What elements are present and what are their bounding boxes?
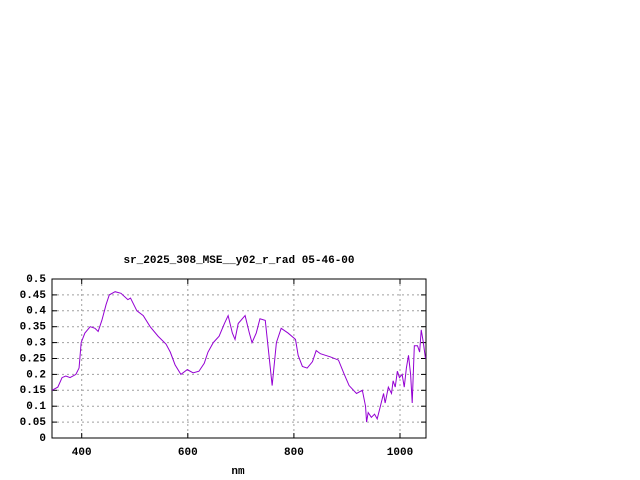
y-tick-label: 0.15 [20,385,47,397]
y-tick-label: 0.05 [20,417,47,429]
y-tick-label: 0.45 [20,290,47,302]
y-tick-label: 0.3 [26,338,46,350]
y-tick-label: 0.4 [26,306,46,318]
x-tick-label: 800 [284,447,304,459]
y-tick-label: 0.1 [26,401,46,413]
y-tick-label: 0.25 [20,353,47,365]
plot-frame [51,278,427,439]
x-tick-label: 1000 [387,447,413,459]
data-line [51,291,426,423]
y-tick-label: 0 [39,433,46,445]
x-tick-label: 400 [72,447,92,459]
y-tick-label: 0.35 [20,322,47,334]
y-tick-label: 0.2 [26,369,46,381]
y-tick-label: 0.5 [26,274,46,286]
chart-title: sr_2025_308_MSE__y02_r_rad 05-46-00 [123,255,354,267]
x-axis-label: nm [231,466,245,478]
x-tick-label: 600 [178,447,198,459]
